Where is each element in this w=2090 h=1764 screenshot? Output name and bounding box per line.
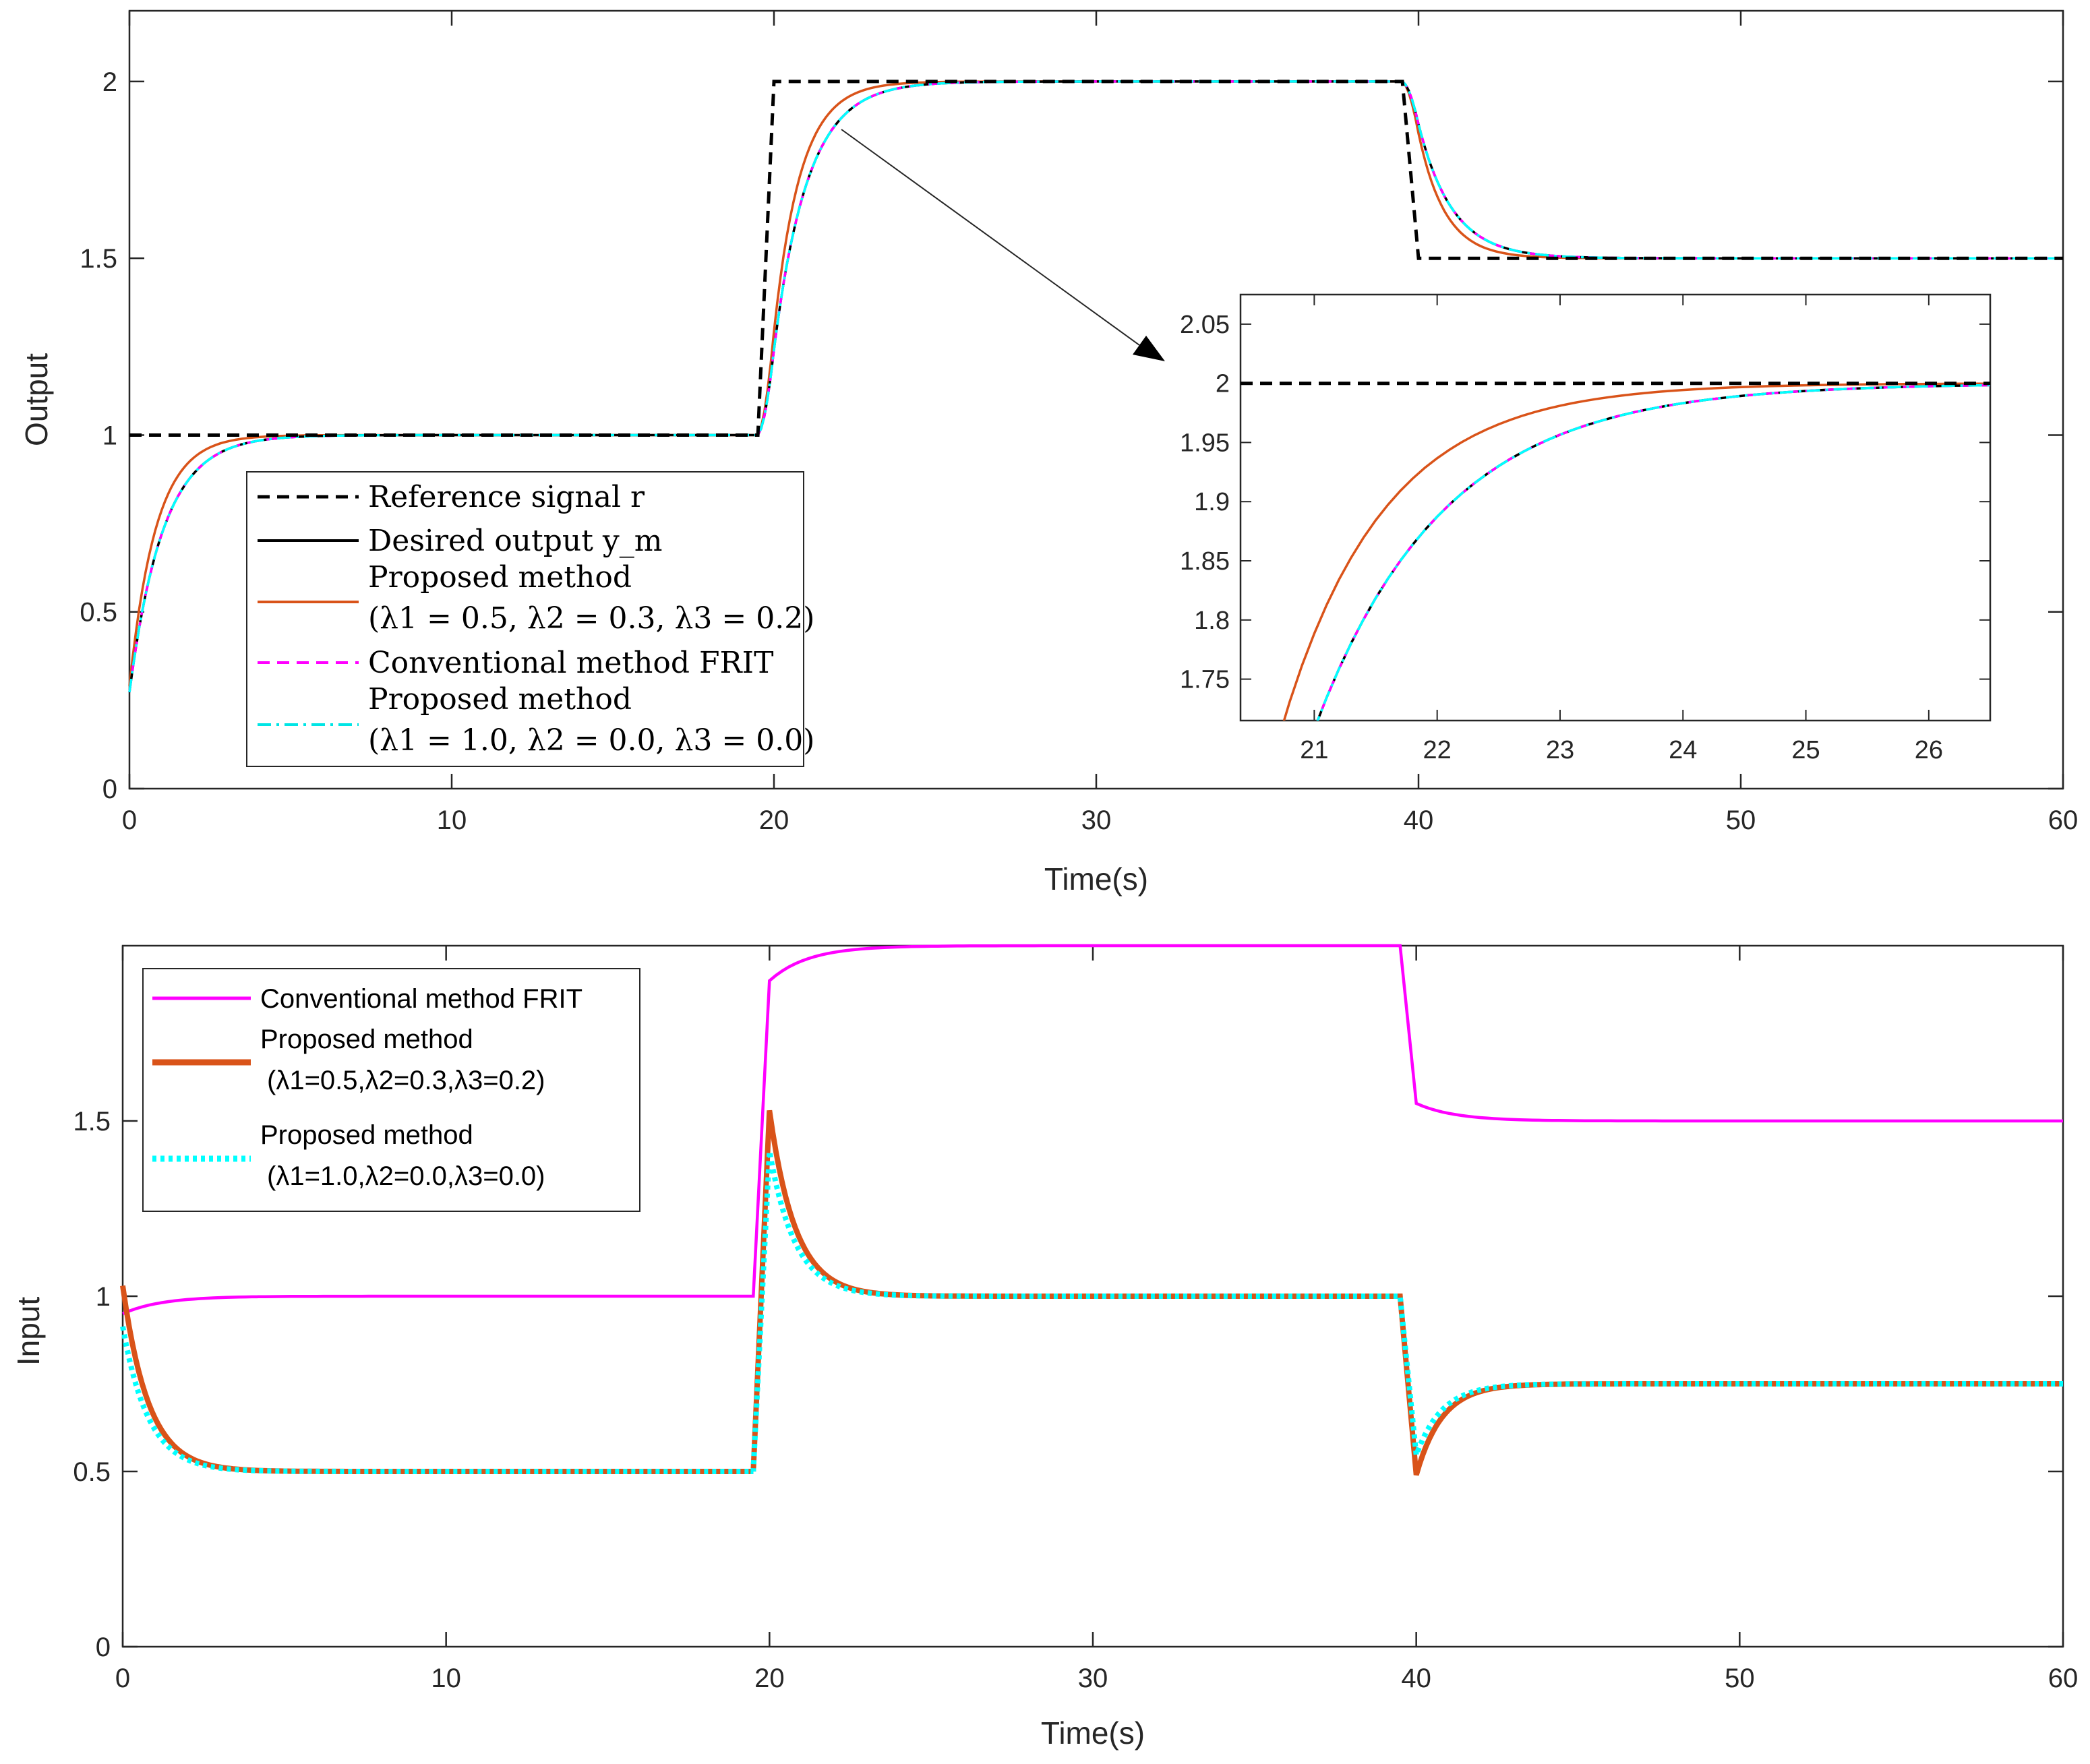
legend-label: Proposed method — [260, 1120, 473, 1150]
legend-item-desired: Desired output y_m — [258, 524, 662, 558]
legend-label-params: (λ1 = 0.5, λ2 = 0.3, λ3 = 0.2) — [368, 601, 814, 636]
legend-label: Conventional method FRIT — [368, 646, 773, 680]
legend-item-proposed-a: Proposed method (λ1=0.5,λ2=0.3,λ3=0.2) — [152, 1025, 545, 1095]
zoom-arrow — [841, 129, 1165, 361]
legend-item-proposed-b: Proposed method (λ1 = 1.0, λ2 = 0.0, λ3 … — [258, 682, 814, 758]
legend-label: Reference signal r — [368, 480, 645, 514]
legend-item-frit: Conventional method FRIT — [258, 646, 773, 680]
inset-x-tick-label: 25 — [1791, 736, 1820, 764]
x-tick-label: 0 — [115, 1664, 130, 1693]
y-tick-label: 2 — [102, 67, 117, 97]
x-tick-label: 30 — [1078, 1664, 1108, 1693]
x-tick-label: 10 — [431, 1664, 461, 1693]
x-tick-label: 60 — [2048, 1664, 2079, 1693]
output-x-axis-label: Time(s) — [1044, 861, 1148, 896]
y-tick-label: 1.5 — [80, 244, 117, 274]
inset-plot-area — [1239, 293, 1992, 722]
output-legend: Reference signal r Desired output y_m Pr… — [246, 471, 814, 767]
x-tick-label: 40 — [1401, 1664, 1431, 1693]
inset-x-tick-label: 21 — [1300, 736, 1328, 764]
inset-series — [1241, 382, 1990, 721]
input-y-axis-label: Input — [11, 1297, 46, 1366]
input-x-axis-label: Time(s) — [1041, 1715, 1145, 1751]
inset-series-clip — [1241, 382, 1990, 721]
y-tick-label: 0 — [102, 774, 117, 804]
legend-label-params: (λ1=0.5,λ2=0.3,λ3=0.2) — [267, 1066, 545, 1095]
x-tick-label: 50 — [1725, 1664, 1755, 1693]
inset-y-tick-label: 1.8 — [1194, 607, 1230, 635]
output-legend-box — [246, 471, 804, 767]
inset-x-tick-label: 24 — [1669, 736, 1697, 764]
legend-label-params: (λ1 = 1.0, λ2 = 0.0, λ3 = 0.0) — [368, 723, 814, 758]
inset-y-tick-label: 1.9 — [1194, 488, 1230, 516]
legend-label-params: (λ1=1.0,λ2=0.0,λ3=0.0) — [267, 1161, 545, 1191]
y-tick-label: 1.5 — [73, 1107, 111, 1136]
x-tick-label: 0 — [122, 805, 137, 835]
x-tick-label: 50 — [1726, 805, 1756, 835]
inset-series-proposed_b — [1316, 384, 1990, 721]
legend-label: Conventional method FRIT — [260, 984, 583, 1014]
output-y-ticks: 0 0.5 1 1.5 2 — [80, 67, 2063, 804]
y-tick-label: 1 — [96, 1282, 111, 1312]
input-series — [120, 944, 2063, 1476]
legend-item-proposed-b: Proposed method (λ1=1.0,λ2=0.0,λ3=0.0) — [152, 1120, 545, 1191]
legend-label: Proposed method — [368, 560, 632, 595]
legend-label: Proposed method — [260, 1025, 473, 1054]
output-y-axis-label: Output — [19, 353, 54, 446]
output-chart: 0 10 20 30 40 50 60 0 0.5 1 1.5 2 Time(s) Output 2… — [19, 9, 2078, 896]
series-reference — [129, 80, 2063, 437]
inset-x-ticks: 21 22 23 24 25 26 — [1300, 295, 1943, 764]
y-tick-label: 0.5 — [73, 1457, 111, 1487]
inset-y-tick-label: 1.75 — [1180, 666, 1230, 694]
legend-label: Proposed method — [368, 682, 632, 717]
x-tick-label: 30 — [1081, 805, 1112, 835]
y-tick-label: 0 — [96, 1633, 111, 1662]
output-x-ticks: 0 10 20 30 40 50 60 — [122, 11, 2078, 835]
x-tick-label: 60 — [2048, 805, 2079, 835]
inset-y-tick-label: 1.85 — [1180, 547, 1230, 576]
inset-x-tick-label: 22 — [1423, 736, 1452, 764]
x-tick-label: 20 — [754, 1664, 785, 1693]
series-proposed_a — [120, 1109, 2063, 1476]
inset-y-ticks: 1.75 1.8 1.85 1.9 1.95 2 2.05 — [1180, 311, 1990, 694]
inset-x-tick-label: 26 — [1915, 736, 1943, 764]
inset-y-tick-label: 1.95 — [1180, 429, 1230, 457]
output-inset: 21 22 23 24 25 26 1.75 1.8 1.85 1.9 1.95 2 2.05 — [1180, 293, 1992, 764]
x-tick-label: 20 — [759, 805, 789, 835]
legend-item-reference: Reference signal r — [258, 480, 645, 514]
inset-y-tick-label: 2.05 — [1180, 311, 1230, 339]
inset-x-tick-label: 23 — [1546, 736, 1574, 764]
legend-item-frit: Conventional method FRIT — [152, 984, 583, 1014]
x-tick-label: 40 — [1404, 805, 1434, 835]
input-x-ticks: 0 10 20 30 40 50 60 — [115, 946, 2078, 1693]
x-tick-label: 10 — [437, 805, 467, 835]
legend-item-proposed-a: Proposed method (λ1 = 0.5, λ2 = 0.3, λ3 … — [258, 560, 814, 636]
series-frit — [122, 944, 2063, 1316]
output-series — [128, 80, 2063, 693]
input-chart: 0 10 20 30 40 50 60 0 0.5 1 1.5 Time(s) Input Con… — [11, 944, 2078, 1751]
legend-label: Desired output y_m — [368, 524, 662, 558]
y-tick-label: 0.5 — [80, 598, 117, 628]
y-tick-label: 1 — [102, 421, 117, 450]
inset-y-tick-label: 2 — [1216, 370, 1230, 398]
input-legend-box — [142, 968, 640, 1212]
input-legend: Conventional method FRIT Proposed method… — [142, 968, 640, 1212]
